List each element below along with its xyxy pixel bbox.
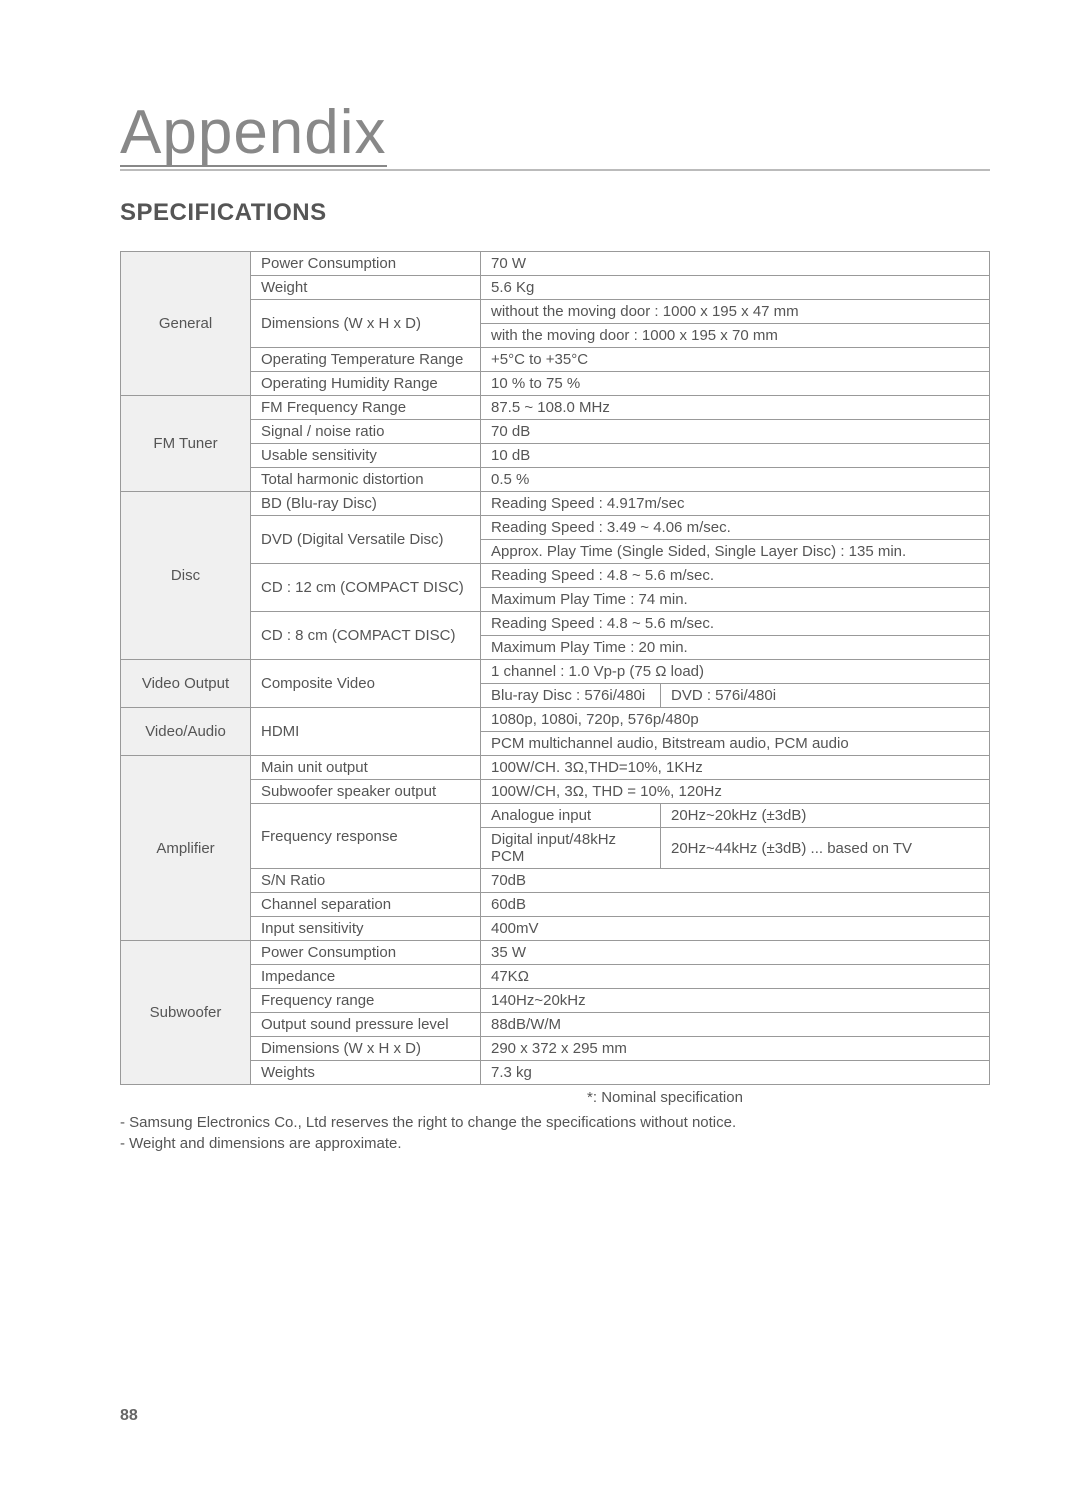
page-number: 88 (120, 1407, 138, 1425)
value: DVD : 576i/480i (661, 684, 990, 708)
param: Power Consumption (251, 252, 481, 276)
value: 1080p, 1080i, 720p, 576p/480p (481, 708, 990, 732)
section-heading: SPECIFICATIONS (120, 199, 990, 227)
value: 100W/CH, 3Ω, THD = 10%, 120Hz (481, 780, 990, 804)
param: Weight (251, 276, 481, 300)
category-video-output: Video Output (121, 660, 251, 708)
param: Weights (251, 1061, 481, 1085)
category-fm-tuner: FM Tuner (121, 396, 251, 492)
value: 10 dB (481, 444, 990, 468)
value: 7.3 kg (481, 1061, 990, 1085)
value: Maximum Play Time : 74 min. (481, 588, 990, 612)
value: without the moving door : 1000 x 195 x 4… (481, 300, 990, 324)
param: Dimensions (W x H x D) (251, 1037, 481, 1061)
value: Reading Speed : 4.917m/sec (481, 492, 990, 516)
param: Output sound pressure level (251, 1013, 481, 1037)
param: FM Frequency Range (251, 396, 481, 420)
footnote-nominal: *: Nominal specification (340, 1089, 990, 1106)
value: Digital input/48kHz PCM (481, 828, 661, 869)
param: Operating Humidity Range (251, 372, 481, 396)
value: 140Hz~20kHz (481, 989, 990, 1013)
category-disc: Disc (121, 492, 251, 660)
param: Signal / noise ratio (251, 420, 481, 444)
param: Total harmonic distortion (251, 468, 481, 492)
value: 20Hz~20kHz (±3dB) (661, 804, 990, 828)
value: 20Hz~44kHz (±3dB) ... based on TV (661, 828, 990, 869)
title-wrap: Appendix (120, 100, 990, 171)
param: CD : 8 cm (COMPACT DISC) (251, 612, 481, 660)
param: Impedance (251, 965, 481, 989)
param: Power Consumption (251, 941, 481, 965)
param: Frequency range (251, 989, 481, 1013)
category-subwoofer: Subwoofer (121, 941, 251, 1085)
category-amplifier: Amplifier (121, 756, 251, 941)
param: Dimensions (W x H x D) (251, 300, 481, 348)
param: Frequency response (251, 804, 481, 869)
param: Channel separation (251, 893, 481, 917)
value: Analogue input (481, 804, 661, 828)
value: 10 % to 75 % (481, 372, 990, 396)
value: +5°C to +35°C (481, 348, 990, 372)
param: Subwoofer speaker output (251, 780, 481, 804)
param: BD (Blu-ray Disc) (251, 492, 481, 516)
value: 47KΩ (481, 965, 990, 989)
value: Reading Speed : 4.8 ~ 5.6 m/sec. (481, 564, 990, 588)
value: 290 x 372 x 295 mm (481, 1037, 990, 1061)
value: Blu-ray Disc : 576i/480i (481, 684, 661, 708)
category-general: General (121, 252, 251, 396)
value: Reading Speed : 3.49 ~ 4.06 m/sec. (481, 516, 990, 540)
param: DVD (Digital Versatile Disc) (251, 516, 481, 564)
param: Composite Video (251, 660, 481, 708)
value: 60dB (481, 893, 990, 917)
value: 70 W (481, 252, 990, 276)
param: Usable sensitivity (251, 444, 481, 468)
param: CD : 12 cm (COMPACT DISC) (251, 564, 481, 612)
value: 88dB/W/M (481, 1013, 990, 1037)
value: 0.5 % (481, 468, 990, 492)
value: 35 W (481, 941, 990, 965)
value: 100W/CH. 3Ω,THD=10%, 1KHz (481, 756, 990, 780)
page-title: Appendix (120, 100, 387, 167)
value: PCM multichannel audio, Bitstream audio,… (481, 732, 990, 756)
value: Approx. Play Time (Single Sided, Single … (481, 540, 990, 564)
value: 400mV (481, 917, 990, 941)
param: Operating Temperature Range (251, 348, 481, 372)
category-video-audio: Video/Audio (121, 708, 251, 756)
value: 70dB (481, 869, 990, 893)
note-2: - Weight and dimensions are approximate. (120, 1135, 990, 1152)
note-1: - Samsung Electronics Co., Ltd reserves … (120, 1114, 990, 1131)
value: 70 dB (481, 420, 990, 444)
value: Reading Speed : 4.8 ~ 5.6 m/sec. (481, 612, 990, 636)
param: Main unit output (251, 756, 481, 780)
param: S/N Ratio (251, 869, 481, 893)
value: 1 channel : 1.0 Vp-p (75 Ω load) (481, 660, 990, 684)
value: with the moving door : 1000 x 195 x 70 m… (481, 324, 990, 348)
value: Maximum Play Time : 20 min. (481, 636, 990, 660)
value: 87.5 ~ 108.0 MHz (481, 396, 990, 420)
param: HDMI (251, 708, 481, 756)
param: Input sensitivity (251, 917, 481, 941)
specifications-table: General Power Consumption 70 W Weight 5.… (120, 251, 990, 1085)
value: 5.6 Kg (481, 276, 990, 300)
